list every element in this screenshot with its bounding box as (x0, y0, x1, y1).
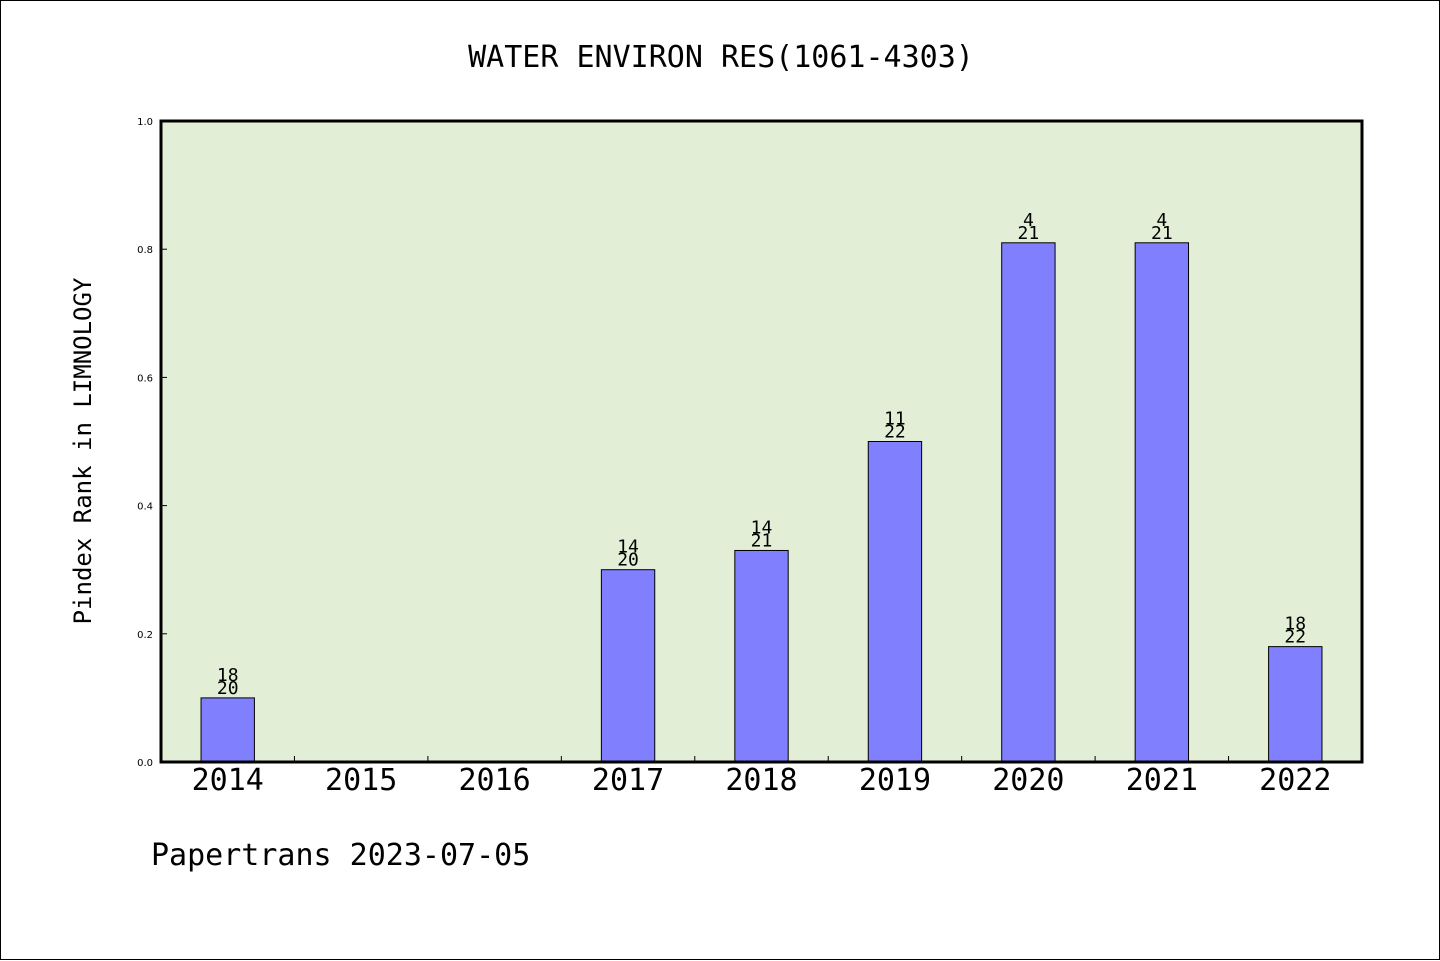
footer-credit: Papertrans 2023-07-05 (151, 838, 530, 873)
bar-total-label: 20 (617, 550, 639, 571)
bar-rank-label: 14 (617, 537, 639, 558)
bar-total-label: 20 (217, 678, 239, 699)
x-tick-label: 2022 (1259, 763, 1331, 798)
bar (734, 549, 789, 763)
bar-rank-label: 11 (884, 409, 906, 430)
bar (867, 441, 923, 763)
x-tick-label: 2016 (458, 763, 530, 798)
bar (600, 569, 656, 763)
bar-rank-label: 14 (751, 517, 773, 538)
y-tick-label: 0.6 (137, 373, 153, 384)
plot-border (159, 119, 1364, 764)
bar-rank-label: 18 (1284, 614, 1306, 635)
x-tick-label: 2020 (992, 763, 1064, 798)
y-tick-label: 1.0 (137, 117, 153, 128)
bar (1001, 242, 1056, 763)
x-tick-label: 2018 (725, 763, 797, 798)
bar-total-label: 21 (1151, 223, 1173, 244)
x-tick-label: 2014 (192, 763, 264, 798)
x-tick-label: 2019 (859, 763, 931, 798)
bar-rank-label: 4 (1023, 210, 1034, 231)
x-tick-label: 2021 (1126, 763, 1198, 798)
bar-total-label: 22 (884, 422, 906, 443)
y-tick-label: 0.4 (137, 502, 153, 513)
bar-total-label: 21 (1018, 223, 1040, 244)
chart-title: WATER ENVIRON RES(1061-4303) (468, 40, 974, 75)
bar (200, 697, 255, 763)
x-axis-ticks: 2014 2015 2016 2017 2018 2019 2020 2021 2022 (192, 756, 1331, 798)
x-tick-label: 2017 (592, 763, 664, 798)
y-axis-label: Pindex Rank in LIMNOLOGY (69, 277, 97, 624)
y-tick-label: 0.0 (137, 758, 153, 769)
x-tick-label: 2015 (325, 763, 397, 798)
bar (1268, 646, 1323, 763)
bar-rank-label: 4 (1156, 210, 1167, 231)
bar-total-label: 22 (1284, 627, 1306, 648)
y-tick-label: 0.2 (137, 630, 153, 641)
bar-rank-label: 18 (217, 665, 239, 686)
bar (1134, 242, 1190, 763)
bar-total-label: 21 (751, 530, 773, 551)
y-tick-label: 0.8 (137, 245, 153, 256)
